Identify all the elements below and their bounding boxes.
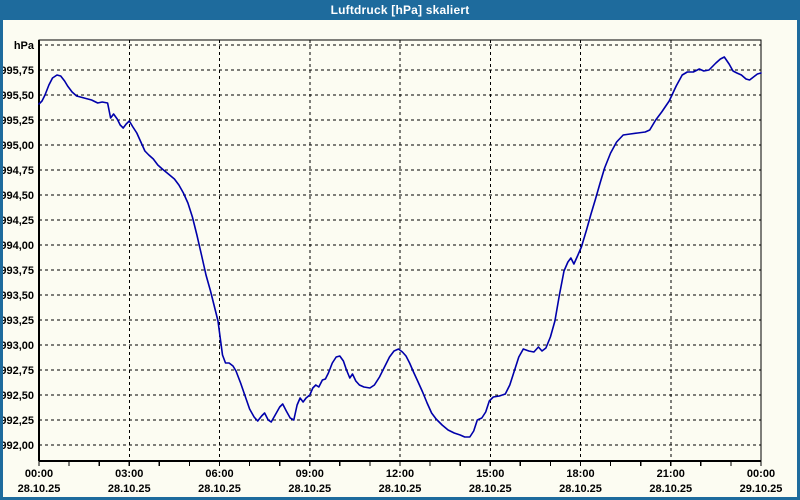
x-tick-time-label: 18:00 (566, 468, 594, 480)
x-tick-date-label: 28.10.25 (288, 483, 331, 495)
x-tick-date-label: 28.10.25 (198, 483, 241, 495)
x-tick-time-label: 03:00 (115, 468, 143, 480)
y-tick-label: 995,75 (3, 65, 34, 77)
y-tick-label: 994,50 (3, 190, 34, 202)
y-tick-label: 992,75 (3, 365, 34, 377)
x-tick-date-label: 28.10.25 (379, 483, 422, 495)
y-tick-label: 993,25 (3, 315, 34, 327)
y-tick-label: 993,50 (3, 290, 34, 302)
y-tick-label: 992,50 (3, 390, 34, 402)
y-tick-label: 994,75 (3, 165, 34, 177)
y-tick-label: 993,75 (3, 265, 34, 277)
y-tick-label: 995,00 (3, 140, 34, 152)
y-tick-label: 995,50 (3, 90, 34, 102)
x-tick-time-label: 00:00 (25, 468, 53, 480)
y-tick-label: 994,00 (3, 240, 34, 252)
x-tick-time-label: 12:00 (386, 468, 414, 480)
y-axis-unit-label: hPa (14, 40, 35, 52)
x-tick-time-label: 06:00 (205, 468, 233, 480)
title-bar: Luftdruck [hPa] skaliert (0, 0, 800, 20)
x-tick-date-label: 28.10.25 (559, 483, 602, 495)
x-tick-date-label: 29.10.25 (740, 483, 783, 495)
x-tick-date-label: 28.10.25 (18, 483, 61, 495)
pressure-chart: 995,75 995,50 995,25 995,00 994,75 994,50 994,… (3, 39, 783, 495)
x-tick-time-label: 09:00 (296, 468, 324, 480)
window-title: Luftdruck [hPa] skaliert (330, 3, 470, 17)
y-tick-label: 995,25 (3, 115, 34, 127)
y-tick-label: 992,00 (3, 440, 34, 452)
y-tick-label: 994,25 (3, 215, 34, 227)
y-tick-label: 992,25 (3, 415, 34, 427)
x-tick-date-label: 28.10.25 (108, 483, 151, 495)
x-tick-time-label: 15:00 (476, 468, 504, 480)
pressure-series-line (38, 56, 762, 438)
x-tick-time-label: 00:00 (747, 468, 775, 480)
y-tick-label: 993,00 (3, 340, 34, 352)
x-tick-date-label: 28.10.25 (649, 483, 692, 495)
x-tick-time-label: 21:00 (657, 468, 685, 480)
chart-area: 995,75 995,50 995,25 995,00 994,75 994,50 994,… (3, 20, 797, 497)
x-tick-date-label: 28.10.25 (469, 483, 512, 495)
